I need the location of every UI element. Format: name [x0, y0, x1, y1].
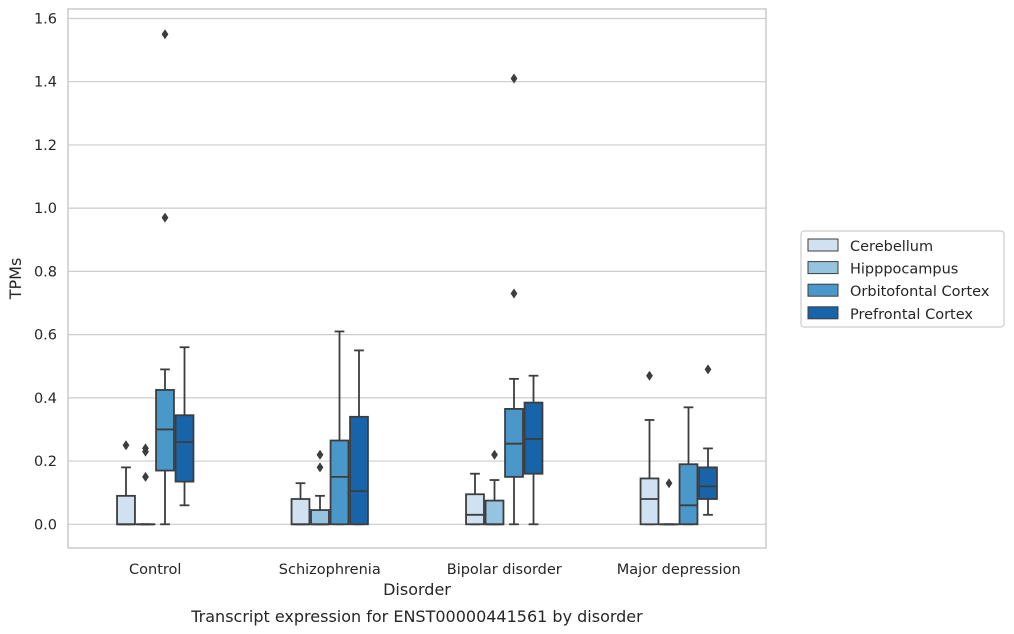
- legend-swatch: [807, 261, 839, 275]
- outlier-point: [122, 440, 130, 451]
- plot-frame: [67, 8, 767, 549]
- outlier-point: [491, 449, 498, 460]
- legend-label: Cerebellum: [850, 239, 933, 255]
- outlier-point: [161, 29, 169, 40]
- box-hipppocampus: [484, 449, 505, 526]
- box-hipppocampus: [310, 449, 330, 526]
- y-tick-label: 0.0: [34, 517, 57, 533]
- outlier-point: [704, 364, 712, 375]
- legend-swatch: [807, 283, 839, 297]
- x-axis-label: Disorder: [383, 580, 451, 599]
- y-tick-label: 0.8: [34, 264, 57, 280]
- x-tick-label: Control: [129, 562, 181, 578]
- box: [349, 415, 369, 526]
- x-tick-label: Bipolar disorder: [447, 562, 562, 578]
- box: [116, 494, 136, 526]
- outlier-point: [142, 443, 149, 454]
- legend-label: Orbitofontal Cortex: [850, 284, 990, 300]
- outlier-point: [510, 288, 518, 299]
- x-tick-label: Schizophrenia: [279, 562, 381, 578]
- box-cerebellum: [639, 370, 660, 526]
- legend-swatch: [807, 306, 839, 320]
- box: [174, 414, 195, 483]
- y-tick-label: 1.0: [34, 201, 57, 217]
- box-orbitofontal-cortex: [678, 406, 699, 526]
- outlier-point: [510, 73, 518, 84]
- box: [329, 439, 350, 526]
- x-axis: Control Schizophrenia Bipolar disorder Majo…: [129, 562, 741, 578]
- y-tick-label: 0.6: [34, 328, 57, 344]
- box-orbitofontal-cortex: [329, 330, 350, 526]
- box-prefrontal-cortex: [698, 364, 718, 516]
- box: [465, 493, 485, 526]
- box-cerebellum: [116, 440, 136, 526]
- legend-label: Hipppocampus: [850, 262, 958, 278]
- box-orbitofontal-cortex: [155, 29, 175, 526]
- box-hipppocampus: [135, 443, 156, 526]
- y-tick-label: 1.6: [34, 11, 57, 27]
- box-cerebellum: [290, 482, 311, 526]
- outlier-point: [316, 462, 324, 473]
- box-prefrontal-cortex: [523, 374, 544, 526]
- outlier-point: [142, 471, 149, 482]
- y-tick-label: 1.4: [34, 75, 57, 91]
- y-tick-label: 1.2: [34, 138, 57, 154]
- chart-caption: Transcript expression for ENST0000044156…: [190, 607, 643, 626]
- legend-label: Prefrontal Cortex: [850, 307, 973, 323]
- plot-area: [116, 29, 718, 526]
- outlier-point: [161, 212, 169, 223]
- box-prefrontal-cortex: [174, 346, 195, 507]
- legend: Cerebellum Hipppocampus Orbitofontal Corte…: [800, 230, 1005, 328]
- box: [290, 498, 311, 526]
- box-orbitofontal-cortex: [504, 73, 524, 526]
- box: [310, 509, 330, 526]
- box: [678, 463, 699, 526]
- box-hipppocampus: [659, 478, 679, 526]
- outlier-point: [646, 370, 653, 381]
- y-tick-label: 0.4: [34, 391, 57, 407]
- y-tick-label: 0.2: [34, 454, 57, 470]
- box: [484, 499, 505, 526]
- y-axis-label: TPMs: [6, 258, 25, 301]
- legend-frame: [800, 230, 1005, 328]
- box-cerebellum: [465, 472, 485, 526]
- legend-swatch: [807, 238, 839, 252]
- x-tick-label: Major depression: [617, 562, 741, 578]
- outlier-point: [665, 478, 673, 489]
- outlier-point: [316, 449, 324, 460]
- box-prefrontal-cortex: [349, 349, 369, 526]
- box: [639, 477, 660, 526]
- y-axis: 0.0 0.2 0.4 0.6 0.8 1.0 1.2 1.4 1.6: [34, 11, 57, 533]
- box: [698, 466, 718, 500]
